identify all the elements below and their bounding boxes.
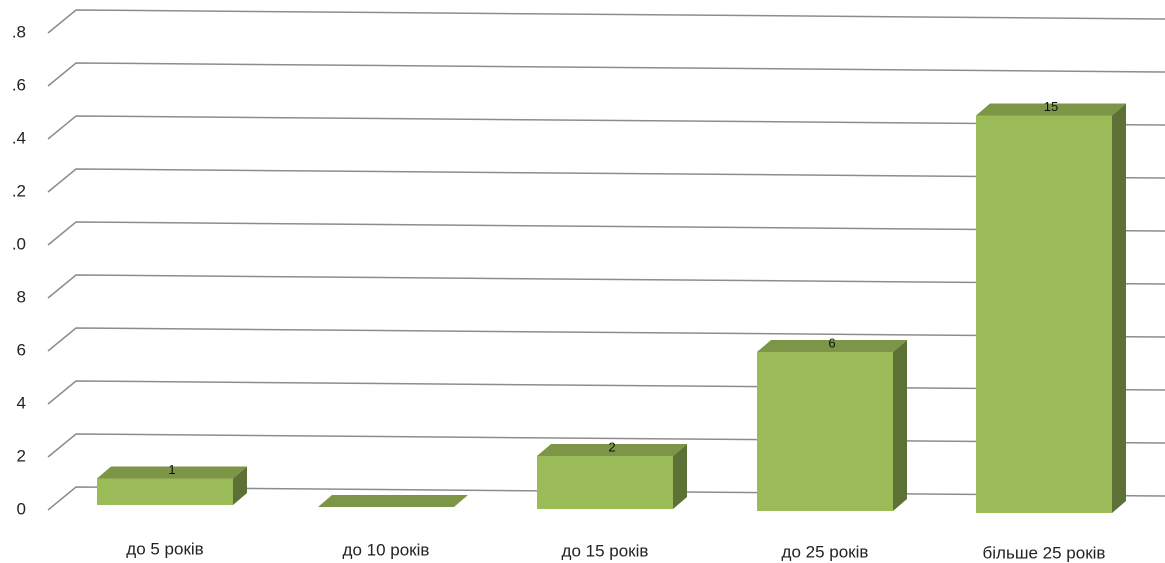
bar-top [318, 495, 468, 507]
grid-line [47, 168, 1165, 193]
grid-line [47, 221, 1165, 246]
y-tick-label: 6 [17, 340, 26, 359]
value-label: 1 [168, 462, 175, 477]
y-tick-label: .6 [12, 75, 26, 94]
y-tick-label: 2 [17, 446, 26, 465]
x-tick-label: до 25 років [782, 542, 869, 561]
bar-top [537, 444, 687, 456]
grid-line [47, 115, 1165, 140]
bar-top [757, 340, 907, 352]
bar-side [673, 444, 687, 509]
bar [976, 115, 1112, 513]
y-tick-label: .2 [12, 181, 26, 200]
y-tick-label: 0 [17, 499, 26, 518]
bar-top [97, 466, 247, 479]
bar [757, 352, 893, 511]
y-tick-label: 8 [17, 287, 26, 306]
grid-line [47, 62, 1165, 87]
y-tick-label: .4 [12, 128, 26, 147]
bar [537, 456, 673, 509]
y-tick-label: .8 [12, 22, 26, 41]
bar [97, 478, 233, 505]
bar-side [1112, 103, 1126, 513]
x-tick-label: до 10 років [343, 540, 430, 559]
bar-side [233, 466, 247, 505]
x-tick-label: до 5 років [126, 539, 203, 558]
x-tick-label: більше 25 років [983, 543, 1106, 562]
value-label: 15 [1044, 99, 1058, 114]
grid-line [47, 9, 1165, 34]
y-tick-label: 4 [17, 393, 26, 412]
x-tick-label: до 15 років [562, 541, 649, 560]
grid-line [47, 327, 1165, 352]
value-label: 6 [828, 335, 835, 350]
grid-line [47, 274, 1165, 299]
bar-top [976, 103, 1126, 116]
y-tick-label: .0 [12, 234, 26, 253]
bar-side [893, 340, 907, 511]
value-label: 2 [608, 439, 615, 454]
